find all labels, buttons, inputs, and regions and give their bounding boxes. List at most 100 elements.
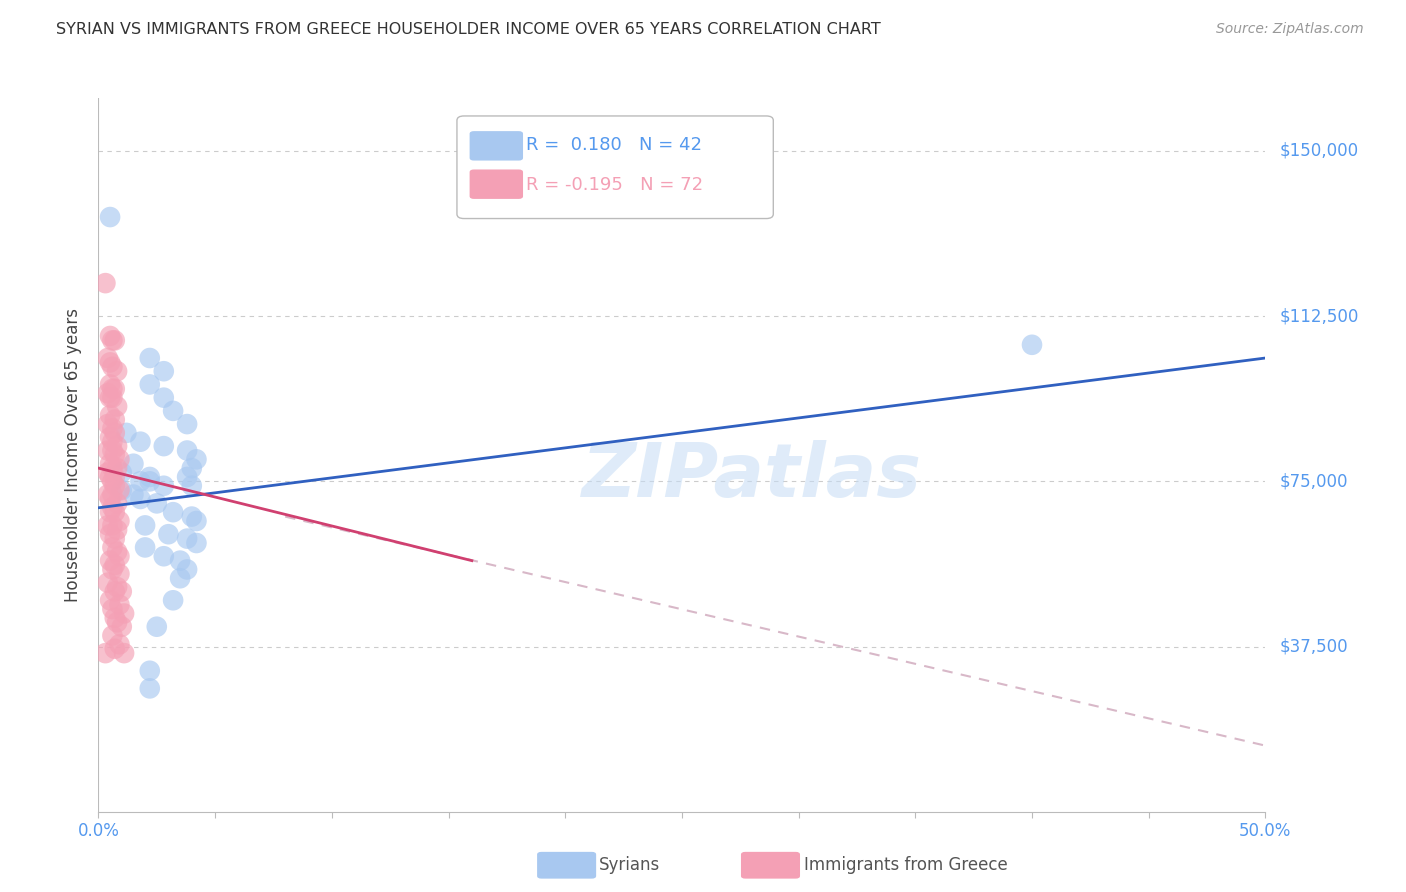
Point bbox=[97, 417, 120, 431]
Point bbox=[112, 646, 135, 660]
Text: SYRIAN VS IMMIGRANTS FROM GREECE HOUSEHOLDER INCOME OVER 65 YEARS CORRELATION CH: SYRIAN VS IMMIGRANTS FROM GREECE HOUSEHO… bbox=[56, 22, 882, 37]
Point bbox=[176, 443, 198, 458]
Point bbox=[97, 443, 120, 458]
Point bbox=[98, 593, 121, 607]
Point bbox=[105, 615, 128, 630]
Point bbox=[105, 364, 128, 378]
Text: $75,000: $75,000 bbox=[1279, 473, 1348, 491]
Point bbox=[101, 434, 124, 449]
Point bbox=[97, 487, 120, 501]
Point bbox=[101, 461, 124, 475]
Point bbox=[105, 580, 128, 594]
Point bbox=[139, 664, 162, 678]
Point bbox=[122, 457, 145, 471]
Point bbox=[186, 514, 208, 528]
Point bbox=[98, 457, 121, 471]
Point bbox=[97, 518, 120, 533]
Point bbox=[94, 276, 117, 290]
Point bbox=[104, 611, 127, 625]
Point bbox=[162, 505, 184, 519]
Point bbox=[101, 518, 124, 533]
Point bbox=[104, 448, 127, 462]
Point bbox=[101, 391, 124, 405]
Point bbox=[108, 549, 131, 564]
Point bbox=[104, 470, 127, 484]
Point bbox=[115, 425, 138, 440]
Point bbox=[104, 334, 127, 348]
Point bbox=[139, 470, 162, 484]
Point bbox=[98, 391, 121, 405]
Point bbox=[169, 554, 191, 568]
Point bbox=[105, 400, 128, 414]
Point bbox=[101, 382, 124, 396]
Point bbox=[97, 386, 120, 401]
Point bbox=[97, 575, 120, 590]
Point bbox=[98, 430, 121, 444]
Point bbox=[108, 514, 131, 528]
Point bbox=[108, 598, 131, 612]
Text: $37,500: $37,500 bbox=[1279, 638, 1348, 656]
Point bbox=[108, 637, 131, 651]
Point bbox=[180, 479, 202, 493]
Point bbox=[101, 602, 124, 616]
Point bbox=[104, 412, 127, 426]
Point bbox=[134, 541, 156, 555]
Point bbox=[97, 466, 120, 480]
Point bbox=[152, 479, 174, 493]
Text: $112,500: $112,500 bbox=[1279, 307, 1358, 326]
Point bbox=[169, 571, 191, 585]
Point bbox=[104, 532, 127, 546]
Point bbox=[98, 355, 121, 369]
Point bbox=[101, 359, 124, 374]
Point bbox=[176, 562, 198, 576]
Point bbox=[111, 584, 134, 599]
Point bbox=[104, 641, 127, 656]
Point bbox=[111, 483, 134, 498]
Point bbox=[101, 541, 124, 555]
Point bbox=[104, 382, 127, 396]
Point bbox=[139, 377, 162, 392]
Point bbox=[157, 527, 180, 541]
Point bbox=[129, 475, 152, 489]
Point bbox=[101, 475, 124, 489]
Point bbox=[146, 496, 169, 510]
Y-axis label: Householder Income Over 65 years: Householder Income Over 65 years bbox=[65, 308, 83, 602]
Point bbox=[186, 536, 208, 550]
Point bbox=[180, 509, 202, 524]
Point bbox=[134, 518, 156, 533]
Point bbox=[139, 475, 162, 489]
Text: Syrians: Syrians bbox=[599, 856, 661, 874]
Text: $150,000: $150,000 bbox=[1279, 142, 1358, 160]
Point bbox=[98, 505, 121, 519]
Point bbox=[104, 505, 127, 519]
Point bbox=[139, 351, 162, 365]
Point bbox=[1021, 338, 1043, 352]
Point bbox=[105, 545, 128, 559]
Point bbox=[98, 491, 121, 506]
Point bbox=[101, 421, 124, 435]
Point bbox=[105, 496, 128, 510]
Point bbox=[186, 452, 208, 467]
Point bbox=[180, 461, 202, 475]
Point bbox=[152, 364, 174, 378]
Point bbox=[108, 452, 131, 467]
Point bbox=[176, 417, 198, 431]
Point bbox=[98, 554, 121, 568]
Point bbox=[112, 607, 135, 621]
Text: ZIPatlas: ZIPatlas bbox=[582, 440, 922, 513]
Point bbox=[104, 558, 127, 572]
Point bbox=[98, 470, 121, 484]
Point bbox=[98, 527, 121, 541]
Point bbox=[101, 334, 124, 348]
Point bbox=[176, 470, 198, 484]
Point bbox=[98, 377, 121, 392]
Point bbox=[122, 487, 145, 501]
Point bbox=[152, 391, 174, 405]
Point bbox=[108, 566, 131, 581]
Point bbox=[105, 523, 128, 537]
Point bbox=[101, 562, 124, 576]
Point bbox=[152, 549, 174, 564]
Point bbox=[162, 593, 184, 607]
Point bbox=[98, 210, 121, 224]
Point bbox=[104, 584, 127, 599]
